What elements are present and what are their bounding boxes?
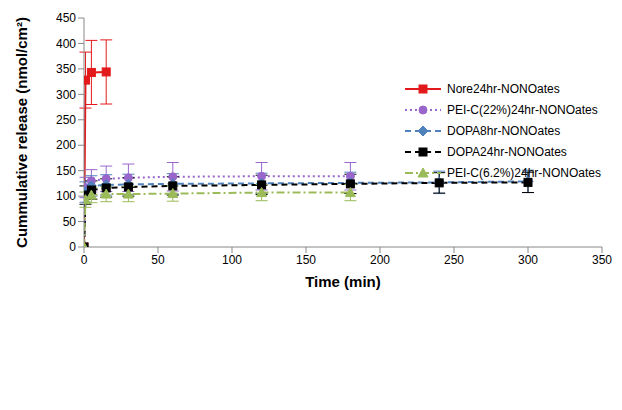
html-text:PEI-C(22%)24hr-NONOates: PEI-C(22%)24hr-NONOates: [447, 102, 598, 117]
svg-text:150: 150: [56, 164, 76, 178]
svg-text:Time (min): Time (min): [305, 273, 381, 290]
svg-text:350: 350: [56, 62, 76, 76]
svg-text:0: 0: [69, 240, 76, 254]
svg-text:300: 300: [56, 88, 76, 102]
svg-text:400: 400: [56, 37, 76, 51]
html-text:DOPA8hr-NONOates: DOPA8hr-NONOates: [447, 123, 561, 138]
svg-text:50: 50: [151, 253, 165, 267]
svg-text:100: 100: [222, 253, 242, 267]
svg-text:100: 100: [56, 189, 76, 203]
svg-text:200: 200: [56, 138, 76, 152]
svg-text:0: 0: [81, 253, 88, 267]
html-text:DOPA24hr-NONOates: DOPA24hr-NONOates: [447, 144, 567, 159]
svg-text:150: 150: [296, 253, 316, 267]
html-text:Nore24hr-NONOates: Nore24hr-NONOates: [447, 81, 560, 96]
html-text:PEI-C(6.2%)24hr-NONOates: PEI-C(6.2%)24hr-NONOates: [447, 165, 601, 180]
svg-text:350: 350: [592, 253, 612, 267]
svg-text:50: 50: [63, 215, 77, 229]
svg-text:Cummulative release (nmol/cm²): Cummulative release (nmol/cm²): [13, 17, 30, 248]
svg-text:450: 450: [56, 11, 76, 25]
svg-text:250: 250: [444, 253, 464, 267]
svg-text:250: 250: [56, 113, 76, 127]
svg-text:300: 300: [518, 253, 538, 267]
svg-text:200: 200: [370, 253, 390, 267]
